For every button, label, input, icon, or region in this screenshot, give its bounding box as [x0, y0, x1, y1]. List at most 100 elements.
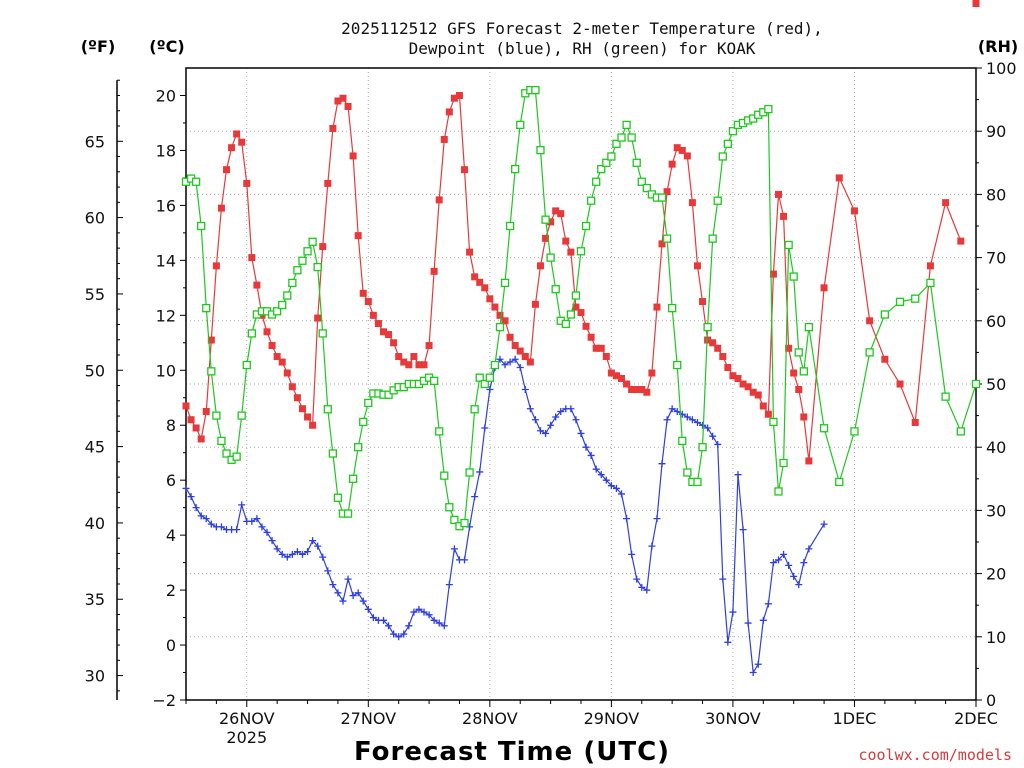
rh-point [278, 300, 287, 310]
temperature-point [324, 179, 332, 187]
temperature-point [207, 336, 215, 344]
series-rh [181, 85, 981, 531]
temperature-point [526, 358, 534, 366]
dewpoint-point [592, 465, 600, 473]
rh-point [222, 449, 231, 458]
rh-point [288, 278, 297, 288]
x-tick-label: 28NOV [462, 709, 518, 728]
fahrenheit-tick-label: 30 [85, 667, 105, 686]
dewpoint-point [607, 482, 615, 490]
temperature-point [607, 369, 615, 377]
rh-point [774, 487, 783, 496]
dewpoint-point [334, 589, 342, 597]
dewpoint-point [309, 537, 317, 545]
temperature-point [364, 298, 372, 306]
rh-point [511, 164, 520, 174]
rh-point [804, 322, 814, 332]
dewpoint-point [623, 515, 631, 523]
dewpoint-point [704, 424, 712, 432]
dewpoint-point [405, 622, 413, 630]
dewpoint-point [693, 418, 701, 426]
temperature-point [658, 240, 666, 248]
x-tick-year-label: 2025 [226, 728, 267, 747]
temperature-point [683, 152, 691, 160]
fahrenheit-tick-label: 35 [85, 590, 105, 609]
temperature-point [390, 339, 398, 347]
rh-point [819, 424, 829, 433]
rh-point [541, 215, 550, 224]
temperature-point [425, 342, 433, 350]
rh-point [445, 503, 454, 512]
temperature-point [775, 190, 782, 198]
dewpoint-point [618, 490, 626, 498]
rh-point [764, 104, 773, 114]
rh-point [708, 234, 717, 243]
temperature-point [942, 199, 950, 207]
fahrenheit-tick-label: 50 [85, 361, 105, 380]
plot-frame [185, 67, 977, 701]
temperature-point [253, 281, 261, 289]
temperature-point [283, 369, 291, 377]
rh-tick-label: 50 [986, 375, 1006, 394]
dewpoint-point [238, 501, 246, 509]
temperature-point [643, 388, 651, 396]
dewpoint-point [344, 575, 352, 583]
temperature-point [714, 344, 722, 352]
dewpoint-point [628, 550, 636, 558]
rh-point [283, 291, 292, 300]
temperature-point [491, 303, 499, 311]
temperature-point [612, 372, 620, 380]
dewpoint-point [699, 421, 707, 429]
temperature-point [202, 407, 210, 415]
dewpoint-point [273, 545, 281, 553]
temperature-point [663, 188, 671, 196]
dewpoint-point [420, 608, 428, 616]
dewpoint-point [187, 493, 195, 501]
fahrenheit-tick-label: 45 [85, 438, 105, 457]
temperature-point [577, 309, 585, 317]
rh-point [586, 196, 596, 205]
rh-tick-label: 10 [986, 628, 1006, 647]
rh-point [429, 376, 439, 385]
rh-point [612, 139, 621, 148]
rh-point [657, 193, 667, 202]
temperature-point [506, 333, 514, 341]
temperature-point [896, 380, 904, 388]
dewpoint-point [663, 416, 671, 424]
rh-point [298, 256, 307, 265]
dewpoint-point [349, 592, 357, 600]
dewpoint-point [800, 559, 808, 567]
temperature-point [304, 413, 312, 421]
temperature-point [496, 311, 504, 319]
celsius-tick-label: 10 [156, 361, 176, 380]
rh-point [926, 278, 935, 288]
dewpoint-point [283, 553, 291, 561]
temperature-point [572, 303, 580, 311]
dewpoint-point [542, 429, 550, 437]
fahrenheit-tick-label: 65 [85, 132, 105, 151]
rh-point [880, 310, 889, 319]
rh-point [440, 471, 449, 480]
temperature-point [212, 262, 220, 270]
celsius-tick-label: 14 [156, 251, 176, 270]
rh-point [500, 278, 510, 288]
dewpoint-point [612, 484, 620, 492]
temperature-point [288, 383, 296, 391]
dewpoint-point [445, 581, 453, 589]
title-line-1: 2025112512 GFS Forecast 2-meter Temperat… [341, 19, 823, 38]
rh-point [971, 379, 981, 389]
dewpoint-point [461, 556, 469, 564]
temperature-point [536, 262, 544, 270]
dewpoint-point [369, 614, 377, 622]
rh-point [202, 304, 211, 313]
temperature-point [466, 248, 474, 256]
rh-point [718, 152, 727, 161]
temperature-point [729, 372, 737, 380]
dewpoint-point [481, 424, 489, 432]
rh-point [561, 319, 570, 329]
rh-point [384, 390, 393, 399]
dewpoint-point [339, 597, 347, 605]
rh-point [546, 253, 555, 262]
dewpoint-point [572, 416, 580, 424]
rh-point [217, 436, 226, 446]
